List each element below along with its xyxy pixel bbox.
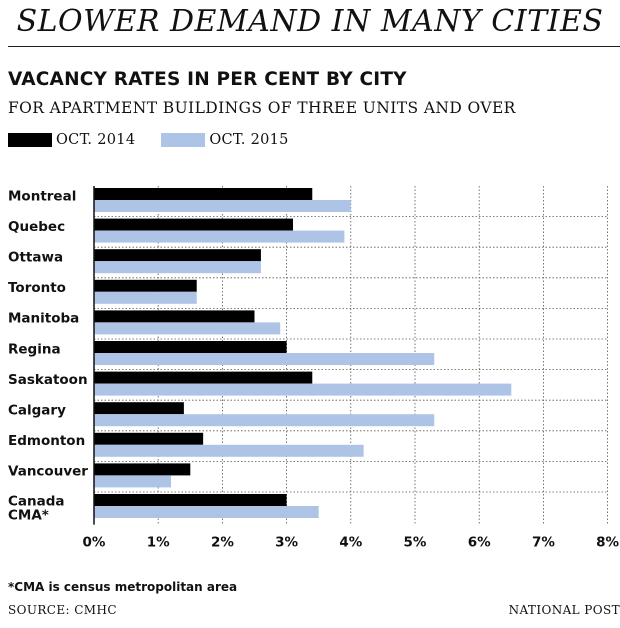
x-tick-label: 4% bbox=[339, 535, 362, 551]
category-label: Montreal bbox=[8, 188, 76, 204]
category-label: Calgary bbox=[8, 403, 66, 419]
bar-oct-2015 bbox=[94, 200, 351, 212]
bar-oct-2015 bbox=[94, 475, 172, 488]
bar-chart: Montreal Quebec Ottawa Toronto Manitoba Regin… bbox=[8, 186, 619, 551]
x-tick-label: 1% bbox=[147, 535, 170, 551]
legend: OCT. 2014 OCT. 2015 bbox=[8, 128, 315, 152]
chart-subtitle: FOR APARTMENT BUILDINGS OF THREE UNITS A… bbox=[8, 99, 516, 117]
category-label: Quebec bbox=[8, 219, 65, 235]
bar-oct-2014 bbox=[94, 218, 294, 231]
bar-oct-2014 bbox=[94, 402, 184, 415]
category-label: Vancouver bbox=[8, 464, 88, 480]
bar-oct-2015 bbox=[94, 353, 435, 365]
bar-oct-2015 bbox=[94, 506, 319, 518]
bar-oct-2014 bbox=[94, 494, 287, 506]
legend-label-2015: OCT. 2015 bbox=[209, 132, 289, 148]
x-tick-label: 6% bbox=[468, 535, 491, 551]
legend-label-2014: OCT. 2014 bbox=[56, 132, 136, 148]
bar-oct-2014 bbox=[94, 463, 191, 476]
headline-rule bbox=[8, 46, 620, 47]
category-label: Ottawa bbox=[8, 250, 63, 266]
category-label: Toronto bbox=[8, 280, 66, 296]
x-tick-label: 2% bbox=[211, 535, 234, 551]
bar-oct-2015 bbox=[94, 291, 197, 304]
x-tick-label: 0% bbox=[83, 535, 106, 551]
bar-oct-2014 bbox=[94, 371, 313, 384]
source-credit: SOURCE: CMHC bbox=[8, 603, 117, 617]
bar-oct-2014 bbox=[94, 432, 204, 445]
x-tick-label: 5% bbox=[404, 535, 427, 551]
category-label: Canada CMA* bbox=[8, 493, 65, 523]
category-label: Regina bbox=[8, 341, 61, 357]
legend-item-2015: OCT. 2015 bbox=[161, 132, 288, 148]
legend-item-2014: OCT. 2014 bbox=[8, 132, 135, 148]
bar-oct-2015 bbox=[94, 383, 512, 396]
bar-oct-2014 bbox=[94, 188, 313, 200]
legend-swatch-2015 bbox=[161, 133, 206, 147]
x-tick-label: 3% bbox=[275, 535, 298, 551]
bar-oct-2014 bbox=[94, 249, 261, 262]
headline: SLOWER DEMAND IN MANY CITIES bbox=[16, 4, 604, 39]
bar-oct-2015 bbox=[94, 261, 261, 274]
publisher-credit: NATIONAL POST bbox=[508, 603, 620, 617]
chart-title: VACANCY RATES IN PER CENT BY CITY bbox=[8, 69, 407, 90]
bar-oct-2014 bbox=[94, 341, 287, 353]
footnote: *CMA is census metropolitan area bbox=[8, 580, 238, 594]
legend-swatch-2014 bbox=[8, 133, 52, 147]
bar-oct-2015 bbox=[94, 230, 345, 243]
bar-oct-2015 bbox=[94, 322, 281, 335]
category-label: Manitoba bbox=[8, 311, 79, 327]
bar-oct-2015 bbox=[94, 444, 364, 457]
x-tick-label: 8% bbox=[596, 535, 619, 551]
bar-oct-2014 bbox=[94, 310, 255, 323]
bar-oct-2015 bbox=[94, 414, 435, 427]
bar-oct-2014 bbox=[94, 279, 197, 292]
x-tick-label: 7% bbox=[532, 535, 555, 551]
category-label: Saskatoon bbox=[8, 372, 88, 388]
category-label: Edmonton bbox=[8, 433, 85, 449]
